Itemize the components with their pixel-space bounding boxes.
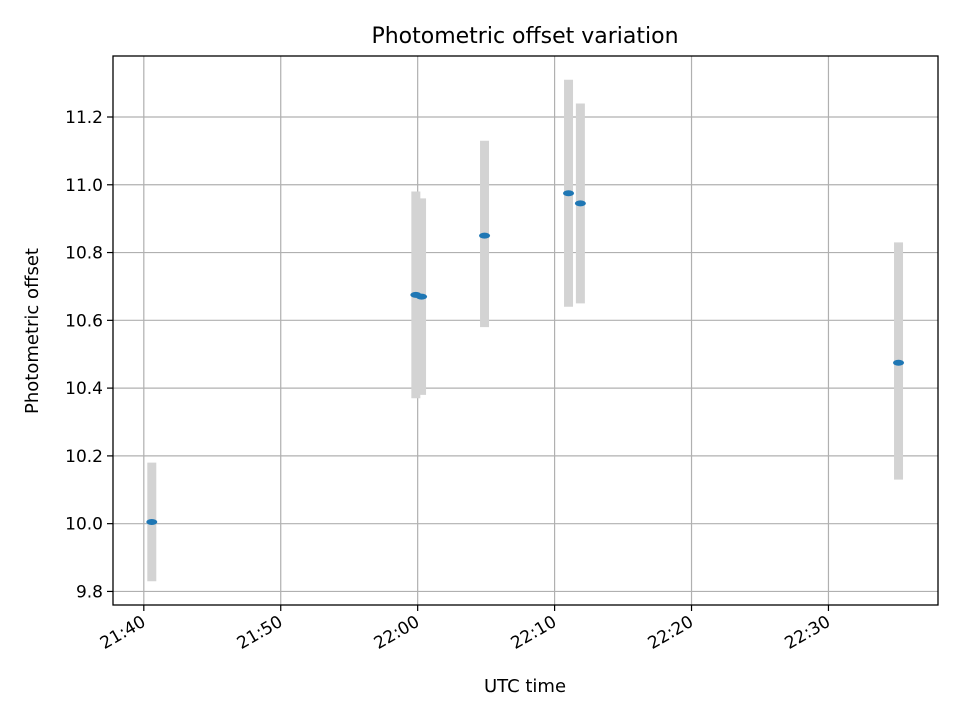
y-axis-label: Photometric offset — [22, 248, 43, 414]
data-point — [146, 518, 158, 525]
y-tick-label: 11.0 — [65, 176, 103, 196]
x-tick-label: 22:30 — [782, 612, 834, 654]
y-tick-label: 11.2 — [65, 108, 103, 128]
error-bars — [147, 79, 904, 582]
y-tick-label: 10.8 — [65, 244, 103, 264]
y-tick-label: 10.6 — [65, 311, 103, 331]
x-tick-label: 22:10 — [508, 612, 560, 654]
x-tick-label: 21:40 — [97, 612, 149, 654]
chart-title: Photometric offset variation — [371, 24, 678, 49]
y-tick-label: 10.2 — [65, 447, 103, 467]
x-tick-label: 22:20 — [645, 612, 697, 654]
plot-frame — [112, 55, 939, 606]
y-axis-ticks: 9.8 10.0 10.2 10.4 10.6 10.8 11.0 11.2 — [65, 108, 113, 602]
data-points — [146, 190, 905, 525]
data-point — [563, 190, 575, 197]
data-point — [574, 200, 586, 207]
x-tick-label: 22:00 — [371, 612, 423, 654]
data-point — [416, 293, 428, 300]
x-axis-label: UTC time — [484, 676, 566, 697]
y-tick-label: 9.8 — [76, 582, 103, 602]
y-tick-label: 10.0 — [65, 515, 103, 535]
data-point — [479, 232, 491, 239]
data-point — [893, 359, 905, 366]
grid — [113, 56, 938, 605]
x-tick-label: 21:50 — [234, 612, 286, 654]
x-axis-ticks: 21:40 21:50 22:00 22:10 22:20 22:30 — [97, 605, 834, 654]
y-tick-label: 10.4 — [65, 379, 103, 399]
